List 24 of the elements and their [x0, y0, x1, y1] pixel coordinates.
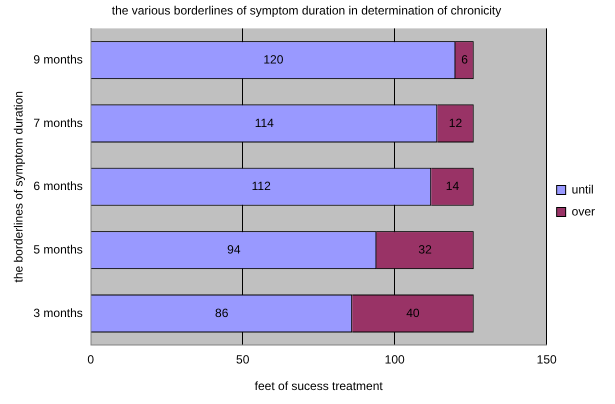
- data-label: 40: [406, 306, 420, 320]
- data-label: 114: [254, 116, 274, 130]
- x-tick-label: 100: [384, 352, 406, 367]
- data-label: 14: [446, 179, 460, 194]
- chart-title: the various borderlines of symptom duration in determination of chronicity: [112, 4, 502, 18]
- legend-label: until: [572, 182, 594, 196]
- legend-label: over: [572, 204, 596, 218]
- y-tick-label: 3 months: [33, 306, 83, 320]
- data-label: 6: [461, 52, 468, 66]
- y-tick-label: 7 months: [33, 116, 83, 130]
- x-tick-label: 0: [87, 352, 94, 367]
- y-axis-title: the borderlines of symptom duration: [12, 91, 26, 283]
- data-label: 86: [215, 306, 229, 320]
- data-label: 94: [227, 242, 241, 256]
- data-label: 112: [252, 179, 272, 194]
- x-axis-title: feet of sucess treatment: [254, 379, 384, 394]
- y-tick-label: 9 months: [33, 52, 83, 66]
- x-tick-label: 150: [536, 352, 557, 367]
- data-label: 120: [263, 52, 284, 66]
- data-label: 12: [448, 116, 462, 130]
- y-tick-label: 5 months: [33, 242, 83, 256]
- y-tick-label: 6 months: [33, 179, 83, 194]
- data-label: 32: [418, 242, 432, 256]
- x-tick-label: 50: [236, 352, 250, 367]
